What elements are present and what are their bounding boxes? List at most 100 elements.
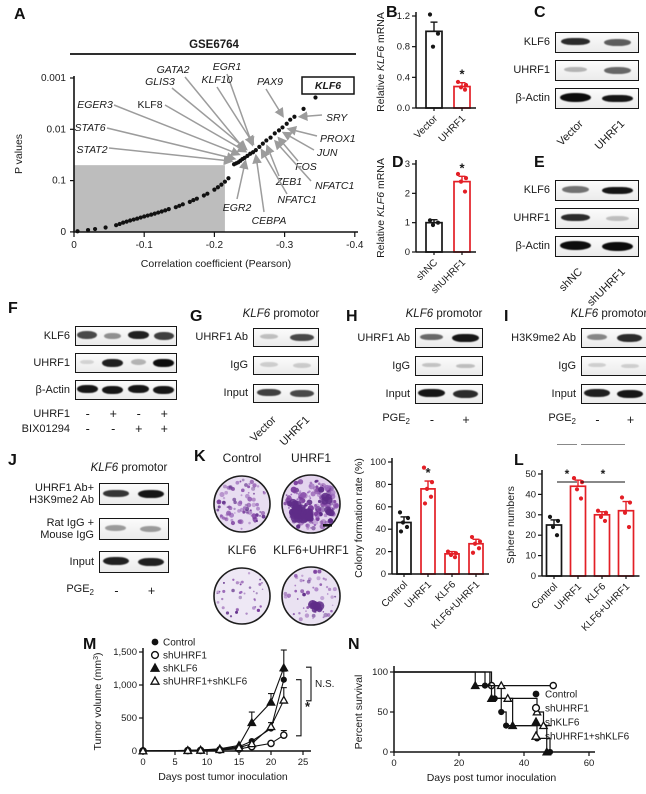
circle-el	[201, 193, 206, 198]
circle-el	[85, 227, 91, 233]
scatter-points	[75, 95, 318, 234]
category-label: UHRF1	[403, 579, 435, 611]
blot-row: Input	[186, 384, 336, 403]
blot-band	[617, 390, 643, 398]
text-el: 0.001	[41, 73, 66, 84]
gene-label: CEBPA	[252, 215, 287, 227]
circle-el	[272, 131, 277, 136]
text-el: 0	[383, 747, 388, 758]
panel-c: C KLF6 UHRF1 β-Actin Vector UHRF1	[496, 2, 646, 154]
circle-el	[252, 483, 257, 488]
blot-band	[584, 389, 610, 397]
text-el: 0	[132, 746, 137, 757]
blot-band	[259, 334, 278, 339]
circle-el	[323, 612, 328, 618]
rect-el	[425, 221, 443, 253]
path-el	[486, 693, 497, 702]
gene-arrow	[265, 88, 284, 118]
circle-el	[149, 212, 154, 217]
panel-e-label: E	[534, 154, 545, 171]
pge2-symbol: +	[462, 412, 470, 427]
panel-m-label: M	[83, 636, 97, 653]
blot-lane-box	[99, 551, 169, 574]
y-axis-label: Relative KLF6 mRNA	[375, 12, 387, 112]
panel-l: L 0 10 20 30 40 50 Sphere numbers Control UHRF1 K…	[504, 433, 646, 634]
circle-el	[317, 499, 322, 504]
bar-klf6	[444, 549, 460, 575]
circle-el	[221, 606, 225, 610]
circle-el	[261, 588, 264, 591]
circle-el	[259, 510, 262, 513]
circle-el	[322, 577, 325, 580]
panel-f-label: F	[8, 300, 18, 317]
circle-el	[235, 581, 240, 585]
condition-symbol: +	[160, 422, 168, 436]
pge2-symbol: +	[626, 412, 635, 427]
condition-symbol: -	[111, 422, 116, 436]
series-shklf6	[394, 671, 552, 756]
circle-el	[293, 490, 297, 494]
gene-arrow	[252, 153, 265, 213]
nonsignificant-region	[74, 165, 225, 232]
blot-band	[420, 333, 443, 341]
circle-el	[302, 592, 306, 597]
circle-el	[288, 506, 290, 509]
circle-el	[75, 229, 80, 234]
polyline-el	[142, 699, 285, 752]
path-el	[266, 697, 276, 706]
significance-star: *	[459, 160, 465, 175]
circle-el	[427, 218, 433, 223]
circle-el	[286, 593, 292, 598]
circle-el	[296, 598, 299, 600]
gene-arrow	[297, 111, 323, 121]
circle-el	[322, 616, 325, 619]
path-el	[496, 680, 507, 690]
series-shuhrf1-shklf6	[138, 687, 289, 755]
blot-title-rest: promotor	[118, 462, 168, 474]
condition-label: UHRF1	[33, 407, 70, 420]
text-el: 40	[375, 524, 386, 535]
panel-a-label: A	[14, 6, 26, 23]
path-el	[149, 662, 161, 672]
blot-row-label: UHRF1 Ab	[195, 331, 248, 344]
path-el	[246, 738, 257, 748]
circle-el	[305, 590, 311, 595]
blot-band	[104, 333, 121, 339]
circle-el	[279, 731, 288, 739]
circle-el	[532, 690, 540, 698]
circle-el	[151, 638, 159, 646]
circle-el	[314, 504, 317, 507]
pge2-symbol: -	[595, 412, 600, 427]
tspan-el: 3	[93, 656, 100, 660]
legend-label: Control	[545, 690, 577, 701]
condition-symbol: +	[160, 407, 168, 421]
blot-band	[127, 385, 149, 393]
circle-el	[238, 519, 244, 525]
circle-el	[255, 502, 259, 507]
significance-star: *	[565, 467, 570, 481]
blot-row: β-Actin	[10, 380, 177, 400]
gene-arrow	[184, 76, 246, 151]
circle-el	[239, 581, 241, 584]
legend-label: shUHRF1	[163, 651, 207, 662]
gene-label: PROX1	[320, 133, 356, 145]
div-el: - - + +	[75, 422, 177, 436]
blot-band	[588, 362, 606, 368]
blot-band	[293, 363, 311, 368]
text-el: 30	[525, 510, 536, 521]
path-el	[195, 745, 206, 754]
blot-row-label: Input	[551, 387, 576, 400]
path-el	[530, 730, 542, 740]
circle-el	[547, 514, 553, 519]
circle-el	[239, 590, 243, 594]
circle-el	[317, 569, 322, 574]
blot-band	[256, 388, 281, 397]
gene-label: KLF6	[315, 80, 341, 92]
text-el: 0	[60, 227, 66, 238]
circle-el	[235, 480, 240, 485]
gene-arrow	[277, 136, 299, 162]
blot-row-label: UHRF1 Ab	[357, 331, 410, 344]
circle-el	[159, 209, 164, 214]
blot-lane-box	[75, 326, 177, 346]
klf6-box	[301, 76, 355, 95]
